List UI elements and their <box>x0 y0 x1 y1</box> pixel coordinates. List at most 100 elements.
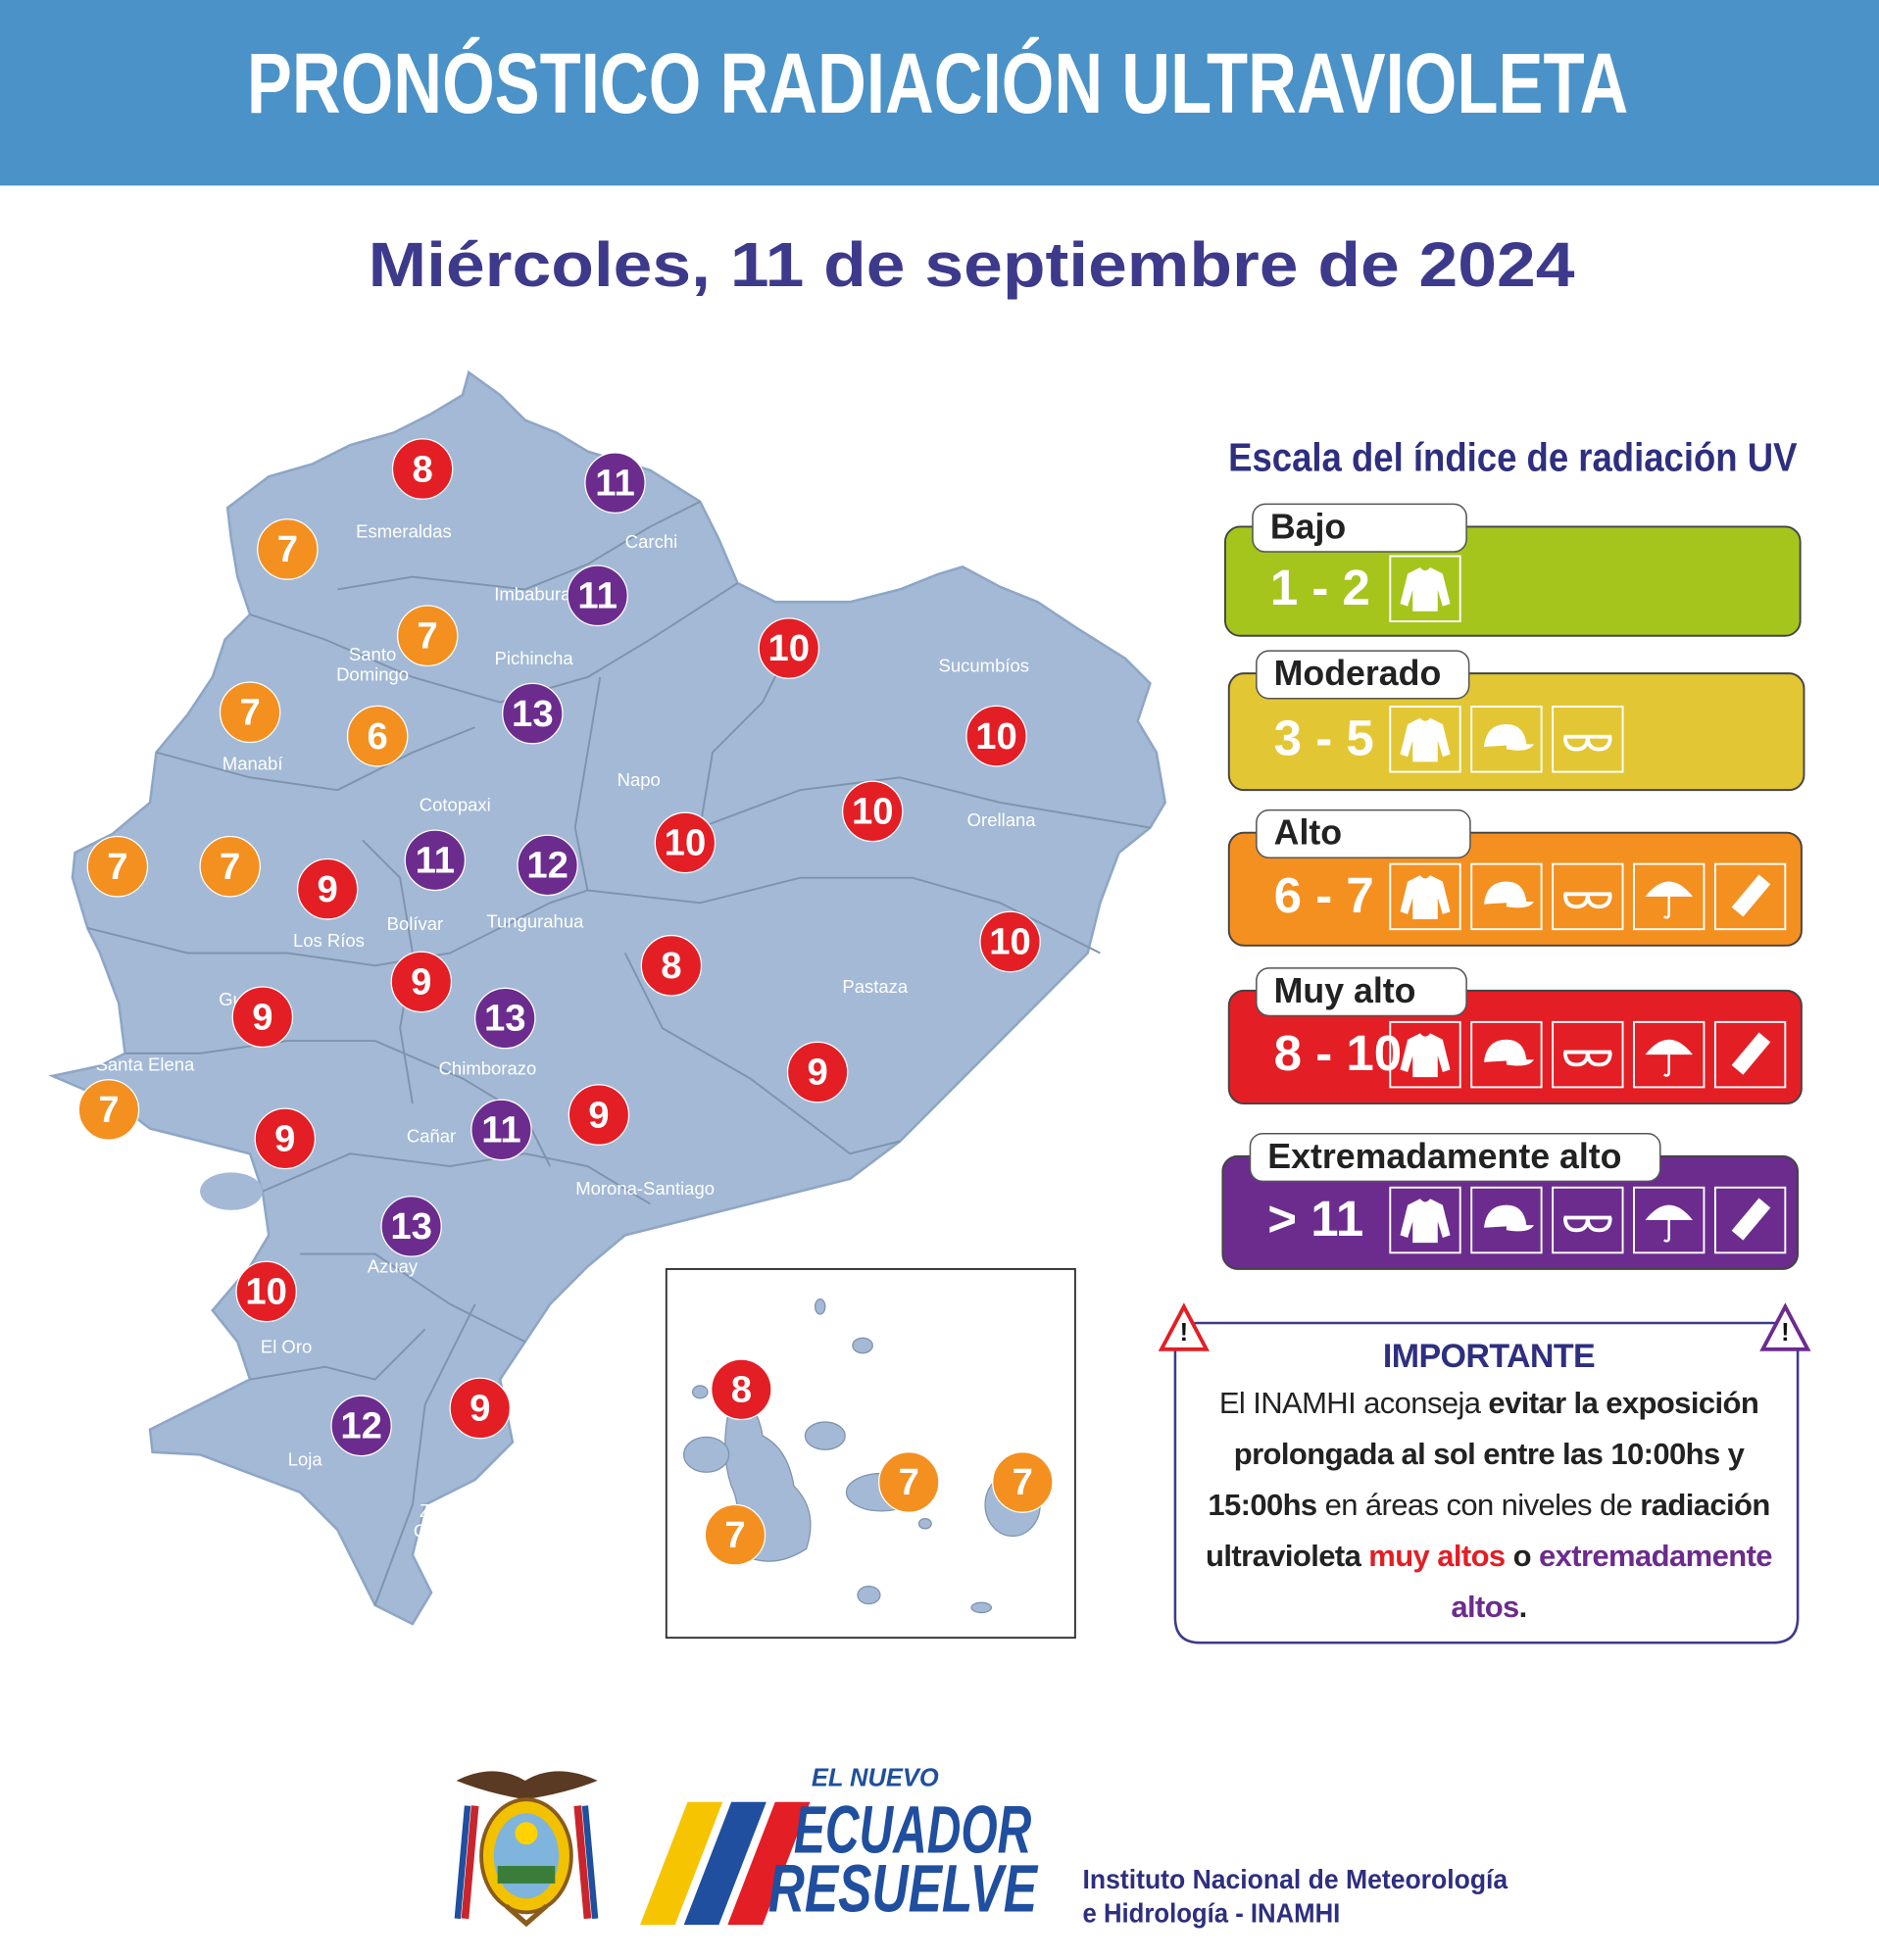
protection-icon-frame <box>1389 1020 1461 1089</box>
cap-icon <box>1483 723 1534 751</box>
shirt-icon <box>1400 875 1451 919</box>
legend-range: 8 - 10 <box>1274 1025 1402 1081</box>
protection-icon-frame <box>1633 1186 1706 1254</box>
legend-level-name: Extremadamente alto <box>1267 1137 1621 1176</box>
uv-marker <box>786 1041 849 1103</box>
uv-marker <box>231 986 294 1049</box>
uv-marker <box>474 987 536 1050</box>
uv-value: 8 <box>731 1368 752 1410</box>
province-label: Santa Elena <box>96 1054 195 1075</box>
uv-marker <box>567 564 628 627</box>
uv-value: 9 <box>588 1094 609 1136</box>
notice: IMPORTANTE El INAMHI aconseja evitar la … <box>1175 1323 1803 1642</box>
uv-marker <box>965 705 1027 767</box>
province-label: Zamora-Chinchipe <box>414 1500 494 1542</box>
uv-marker <box>235 1260 297 1323</box>
uv-value: 7 <box>899 1461 919 1503</box>
uv-marker <box>758 617 820 679</box>
uv-marker <box>878 1451 940 1513</box>
notice-text: El INAMHI aconseja evitar la exposición … <box>1201 1378 1777 1633</box>
uv-marker <box>502 682 564 745</box>
uv-marker <box>842 780 904 843</box>
legend-tab <box>1256 808 1471 859</box>
umbrella-icon <box>1645 881 1693 897</box>
province-label: Imbabura <box>494 584 571 605</box>
notice-run: El INAMHI aconseja <box>1218 1386 1489 1420</box>
uv-marker <box>449 1377 512 1440</box>
uv-marker <box>86 835 149 898</box>
protection-icon-frame <box>1389 555 1461 622</box>
uv-marker <box>640 934 703 997</box>
uv-marker <box>396 605 459 667</box>
notice-heading: IMPORTANTE <box>1382 1338 1596 1375</box>
notice-run: o <box>1505 1539 1539 1573</box>
legend-level: Extremadamente alto > 11 <box>1221 1132 1800 1270</box>
shirt-icon <box>1400 1199 1451 1244</box>
legend-level: Moderado 3 - 5 <box>1227 650 1805 792</box>
province-label: Chimborazo <box>439 1057 537 1078</box>
protection-icon-frame <box>1633 862 1706 931</box>
province-label: El Oro <box>261 1336 312 1356</box>
umbrella-handle <box>1663 1220 1670 1243</box>
glasses-icon <box>1562 892 1612 909</box>
province-label-line: Zamora- <box>420 1500 488 1521</box>
province-label: Esmeraldas <box>356 521 452 542</box>
svg-text:!: ! <box>1781 1319 1790 1347</box>
header-bar <box>0 0 1879 186</box>
legend-level: Bajo 1 - 2 <box>1223 503 1802 637</box>
glasses-icon <box>1562 734 1612 752</box>
legend-tab <box>1252 503 1467 553</box>
notice-run: evitar la exposición prolongada al sol e… <box>1208 1386 1759 1522</box>
protection-icon-frame <box>1470 1020 1543 1089</box>
province-label: Carchi <box>625 531 677 552</box>
uv-value: 7 <box>1013 1461 1033 1503</box>
uv-marker <box>380 1196 442 1257</box>
uv-value: 12 <box>526 845 569 887</box>
brand-line: RESUELVE <box>768 1850 1039 1926</box>
protection-icon-frame <box>1713 1186 1787 1254</box>
uv-value: 9 <box>470 1388 490 1430</box>
uv-value: 13 <box>390 1205 432 1248</box>
notice-run: radiación ultravioleta <box>1206 1488 1770 1573</box>
uv-marker <box>568 1084 630 1146</box>
uv-value: 11 <box>595 462 634 504</box>
uv-marker <box>296 858 359 920</box>
uv-value: 7 <box>220 846 240 888</box>
cap-icon <box>1483 1039 1534 1066</box>
uv-marker <box>654 811 717 874</box>
notice-run: . <box>1518 1590 1528 1624</box>
sunscreen-icon <box>1731 1198 1771 1241</box>
province-label: Tungurahua <box>486 911 584 932</box>
uv-marker <box>517 834 578 897</box>
brand-stripes <box>640 1801 811 1926</box>
legend-level-name: Moderado <box>1274 654 1442 693</box>
legend-tab <box>1256 967 1467 1017</box>
legend-level: Muy alto 8 - 10 <box>1227 967 1803 1104</box>
uv-value: 10 <box>852 791 894 833</box>
svg-text:!: ! <box>1180 1319 1189 1347</box>
uv-value: 7 <box>724 1514 745 1556</box>
uv-value: 11 <box>481 1109 520 1152</box>
uv-marker <box>391 438 454 500</box>
protection-icon-frame <box>1470 706 1543 773</box>
legend-bar <box>1223 525 1802 637</box>
province-label: Morona-Santiago <box>575 1178 715 1199</box>
province-label-line: Chinchipe <box>414 1521 494 1542</box>
uv-value: 9 <box>808 1052 828 1094</box>
glasses-icon <box>1562 1215 1612 1233</box>
uv-value: 11 <box>577 574 617 616</box>
province-label-line: Domingo <box>336 664 409 685</box>
province-label: Orellana <box>967 809 1037 830</box>
uv-marker <box>330 1395 392 1457</box>
legend-range: > 11 <box>1267 1191 1363 1247</box>
uv-marker <box>704 1503 766 1566</box>
uv-value: 7 <box>277 528 298 570</box>
sunscreen-icon <box>1731 874 1771 917</box>
province-label: Manabí <box>223 753 284 773</box>
title: PRONÓSTICO RADIACIÓN ULTRAVIOLETA <box>247 36 1628 131</box>
uv-value: 10 <box>989 921 1031 963</box>
uv-marker <box>199 835 261 898</box>
province-label: Loja <box>288 1449 323 1470</box>
